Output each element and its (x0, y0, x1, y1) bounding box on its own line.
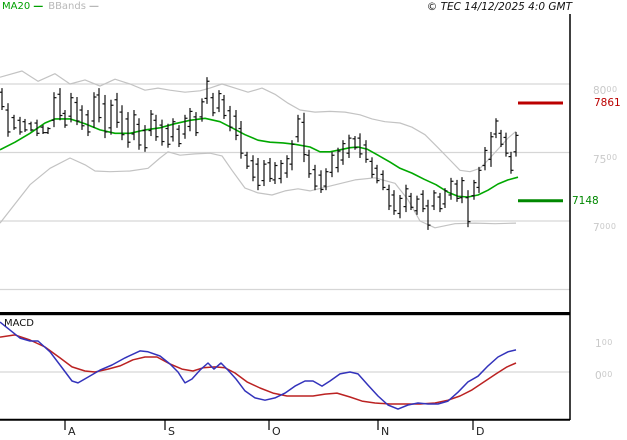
legend-ma20-label: MA20 (2, 1, 31, 12)
month-label: S (168, 425, 175, 438)
month-label: N (381, 425, 390, 438)
legend-bbands-line-swatch: — (88, 1, 99, 12)
price-axis-label: 7000 (593, 221, 617, 235)
price-axis-label: 8000 (593, 84, 618, 98)
price-axis-label: 7500 (593, 153, 618, 166)
legend-ma20-line-swatch: — (33, 1, 43, 12)
month-label: A (68, 425, 76, 438)
chart-legend: MA20— BBands — (2, 1, 104, 13)
macd-axis-label: 000 (595, 369, 613, 383)
macd-axis-label: 100 (595, 337, 613, 351)
copyright-text: © TEC 14/12/2025 4:0 GMT (426, 1, 572, 13)
month-label: O (272, 425, 281, 438)
support-level-label: 7148 (572, 194, 599, 207)
resistance-level-label: 7861 (594, 97, 621, 110)
legend-bbands-label: BBands (48, 1, 86, 12)
macd-panel-title: MACD (4, 318, 34, 329)
month-label: D (476, 425, 485, 438)
